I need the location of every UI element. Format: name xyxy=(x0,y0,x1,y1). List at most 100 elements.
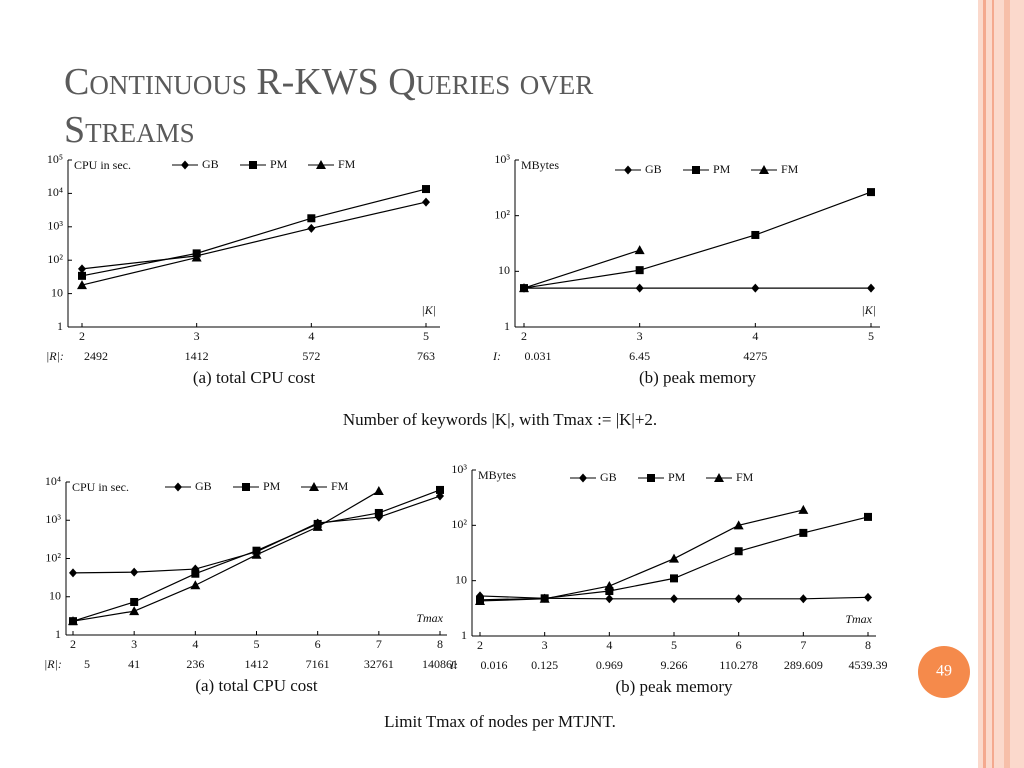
legend-label: GB xyxy=(600,470,617,484)
marker-diamond xyxy=(181,160,189,170)
marker-square xyxy=(130,597,139,606)
series-line xyxy=(479,509,804,602)
marker-triangle xyxy=(539,593,550,603)
x-tick-label: 5 xyxy=(423,329,429,343)
marker-triangle xyxy=(191,252,202,262)
marker-diamond xyxy=(799,594,808,604)
x-tick-label: 3 xyxy=(542,638,548,652)
marker-diamond xyxy=(579,473,587,483)
x2-label: 4275 xyxy=(743,349,767,363)
x2-name: |R|: xyxy=(46,349,64,363)
legend-label: PM xyxy=(668,470,686,484)
marker-square xyxy=(422,185,430,194)
marker-triangle xyxy=(316,160,326,169)
chart-subtitle: (a) total CPU cost xyxy=(195,676,318,695)
marker-diamond xyxy=(605,594,614,604)
slide-title: Continuous R-KWS Queries over xyxy=(64,61,593,103)
y-tick-label: 10² xyxy=(451,517,467,531)
y-tick-label: 10² xyxy=(494,207,510,221)
marker-triangle xyxy=(733,520,744,530)
x-tick-label: 2 xyxy=(477,638,483,652)
y-tick-label: 10³ xyxy=(45,512,61,526)
caption: Limit Tmax of nodes per MTJNT. xyxy=(384,712,616,731)
x2-label: 9.266 xyxy=(661,658,688,672)
page-number: 49 xyxy=(936,663,952,680)
x2-label: 0.016 xyxy=(481,658,508,672)
x-axis-label: Tmax xyxy=(845,612,872,626)
y-tick-label: 10⁴ xyxy=(45,474,61,488)
marker-triangle xyxy=(251,549,262,559)
marker-diamond xyxy=(867,283,875,293)
x2-label: 0.031 xyxy=(525,349,552,363)
x-tick-label: 6 xyxy=(315,637,321,651)
series-line xyxy=(523,191,872,289)
x-tick-label: 4 xyxy=(606,638,612,652)
y-axis-label: CPU in sec. xyxy=(72,480,129,494)
x2-label: 140861 xyxy=(422,657,458,671)
x2-label: 1412 xyxy=(185,349,209,363)
marker-diamond xyxy=(174,482,182,492)
legend-label: FM xyxy=(338,157,356,171)
marker-triangle xyxy=(68,616,78,626)
legend-label: GB xyxy=(195,479,212,493)
marker-diamond xyxy=(635,283,644,293)
page-badge xyxy=(918,646,970,698)
marker-diamond xyxy=(624,165,632,175)
x2-label: 236 xyxy=(186,657,204,671)
x2-label: 7161 xyxy=(306,657,330,671)
x2-name: I: xyxy=(492,349,501,363)
marker-diamond xyxy=(670,594,678,604)
y-tick-label: 1 xyxy=(461,628,467,642)
y-tick-label: 1 xyxy=(57,319,63,333)
marker-square xyxy=(692,166,700,174)
x2-label: 0.969 xyxy=(596,658,623,672)
y-tick-label: 10³ xyxy=(451,462,467,476)
marker-diamond xyxy=(864,592,872,602)
marker-triangle xyxy=(634,245,645,255)
legend-label: FM xyxy=(736,470,754,484)
series-line xyxy=(523,249,640,289)
marker-square xyxy=(249,161,257,169)
x-tick-label: 4 xyxy=(752,329,758,343)
x-tick-label: 7 xyxy=(376,637,382,651)
x-axis-label: |K| xyxy=(861,303,876,317)
marker-square xyxy=(191,569,200,578)
stripe xyxy=(1004,0,1010,768)
x2-label: 110.278 xyxy=(719,658,758,672)
marker-diamond xyxy=(78,264,86,274)
marker-square xyxy=(867,188,875,197)
x2-label: 289.609 xyxy=(784,658,823,672)
y-axis-label: CPU in sec. xyxy=(74,158,131,172)
x-axis-label: |K| xyxy=(421,303,436,317)
marker-triangle xyxy=(759,165,769,174)
x-tick-label: 3 xyxy=(637,329,643,343)
marker-square xyxy=(307,214,316,223)
marker-square xyxy=(734,547,743,556)
chart-subtitle: (b) peak memory xyxy=(615,677,733,696)
x2-label: 41 xyxy=(128,657,140,671)
marker-square xyxy=(605,587,614,596)
x2-name: |R|: xyxy=(44,657,62,671)
marker-triangle xyxy=(373,486,384,496)
chart-subtitle: (a) total CPU cost xyxy=(193,368,316,387)
x-tick-label: 4 xyxy=(308,329,314,343)
y-tick-label: 10 xyxy=(49,589,61,603)
series-line xyxy=(81,201,427,270)
y-tick-label: 10² xyxy=(47,252,63,266)
marker-square xyxy=(670,574,678,583)
marker-triangle xyxy=(309,482,319,491)
y-tick-label: 10 xyxy=(455,572,467,586)
x2-label: 32761 xyxy=(364,657,394,671)
legend-label: GB xyxy=(202,157,219,171)
x-tick-label: 3 xyxy=(131,637,137,651)
marker-triangle xyxy=(798,504,809,514)
marker-triangle xyxy=(77,280,87,290)
marker-triangle xyxy=(190,580,201,590)
series-line xyxy=(81,188,427,277)
marker-square xyxy=(647,474,655,482)
x-tick-label: 5 xyxy=(254,637,260,651)
x-tick-label: 8 xyxy=(865,638,871,652)
x2-label: 4539.39 xyxy=(849,658,888,672)
